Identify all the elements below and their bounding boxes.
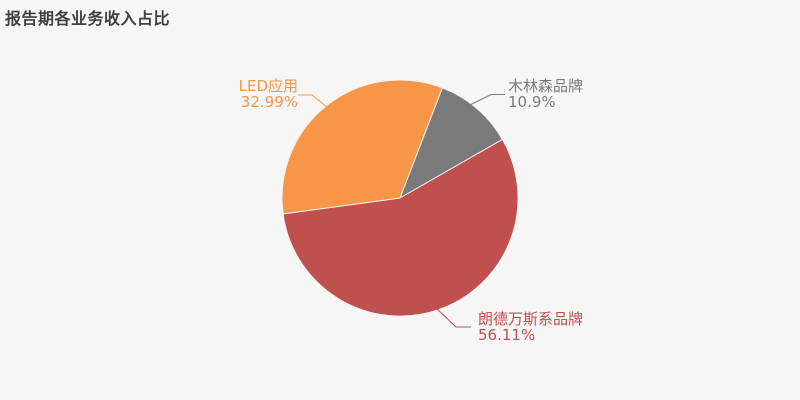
label-line-led <box>298 94 328 108</box>
slice-label-led-name: LED应用 <box>238 77 298 95</box>
slice-label-langdewansi-percent: 56.11% <box>478 326 536 344</box>
pie-slice-LED应用[interactable] <box>281 79 443 215</box>
slice-label-led-percent: 32.99% <box>240 93 298 111</box>
slice-label-langdewansi-name: 朗德万斯系品牌 <box>478 310 584 328</box>
label-line-langdewansi <box>435 307 471 328</box>
slice-label-led: LED应用 32.99% <box>239 78 298 110</box>
slice-label-mulinsen: 木林森品牌 10.9% <box>508 78 583 110</box>
pie-slices <box>281 79 519 317</box>
label-line-mulinsen <box>469 94 505 106</box>
chart-title: 报告期各业务收入占比 <box>5 9 171 28</box>
slice-label-mulinsen-percent: 10.9% <box>508 93 556 111</box>
slice-label-mulinsen-name: 木林森品牌 <box>508 77 584 95</box>
pie-slice-木林森品牌[interactable] <box>399 87 503 199</box>
slice-label-langdewansi: 朗德万斯系品牌 56.11% <box>478 311 583 343</box>
